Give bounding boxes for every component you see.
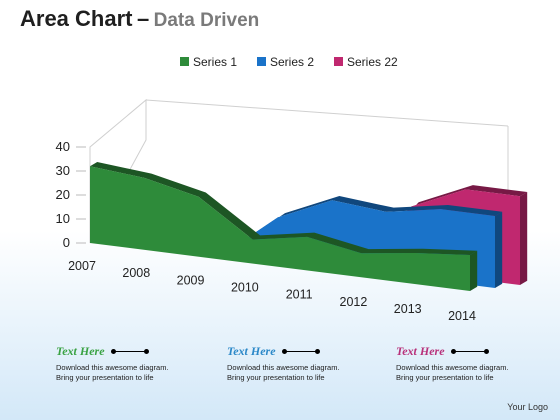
card-line-1: Download this awesome diagram.: [227, 363, 340, 372]
y-tick-label: 10: [56, 211, 70, 226]
page-title: Area Chart – Data Driven: [20, 6, 259, 32]
x-tick-label: 2012: [340, 295, 368, 309]
title-subtitle: Data Driven: [153, 10, 260, 31]
title-main: Area Chart: [20, 6, 133, 31]
series-side-face: [470, 250, 478, 291]
back-wall-top: [145, 99, 509, 127]
series-side-face: [495, 211, 503, 288]
area-chart: Series 1 Series 2 Series 22 0 10 20 30 40 2007…: [56, 55, 528, 323]
x-tick-label: 2009: [177, 273, 205, 287]
title-dash: –: [136, 6, 150, 31]
logo-text: Your Logo: [507, 402, 548, 412]
legend-swatch: [257, 57, 266, 66]
y-tick-label: 30: [56, 163, 70, 178]
series-top-edge: [90, 162, 478, 255]
x-tick-label: 2008: [122, 266, 150, 280]
x-tick-label: 2013: [394, 302, 422, 316]
y-tick-label: 20: [56, 187, 70, 202]
text-card-2: Text Here Download this awesome diagram.…: [227, 344, 387, 383]
text-card-3: Text Here Download this awesome diagram.…: [396, 344, 556, 383]
x-tick-label: 2010: [231, 280, 259, 294]
legend-swatch: [334, 57, 343, 66]
series-top-edge: [357, 185, 528, 265]
chart-areas: [90, 162, 528, 291]
card-heading: Text Here: [227, 344, 276, 358]
x-tick-label: 2007: [68, 259, 96, 273]
dot-line-icon: [450, 349, 489, 354]
x-axis-ticks: 2007 2008 2009 2010 2011 2012 2013 2014: [68, 259, 476, 323]
y-tick-label: 0: [63, 235, 70, 250]
card-line-2: Bring your presentation to life: [56, 373, 154, 382]
series-area: [90, 166, 470, 291]
x-tick-label: 2011: [286, 288, 313, 302]
x-tick-label: 2014: [448, 309, 476, 323]
legend-label: Series 22: [347, 55, 398, 69]
y-axis-ticks: 0 10 20 30 40: [56, 139, 86, 250]
dot-line-icon: [281, 349, 320, 354]
card-heading: Text Here: [396, 344, 445, 358]
y-tick-label: 40: [56, 139, 70, 154]
card-line-2: Bring your presentation to life: [396, 373, 494, 382]
legend-label: Series 2: [270, 55, 314, 69]
card-heading: Text Here: [56, 344, 105, 358]
text-card-1: Text Here Download this awesome diagram.…: [56, 344, 216, 383]
card-line-2: Bring your presentation to life: [227, 373, 325, 382]
chart-legend: Series 1 Series 2 Series 22: [180, 55, 398, 69]
legend-swatch: [180, 57, 189, 66]
card-line-1: Download this awesome diagram.: [56, 363, 169, 372]
dot-line-icon: [110, 349, 149, 354]
series-side-face: [520, 192, 528, 285]
legend-label: Series 1: [193, 55, 237, 69]
card-line-1: Download this awesome diagram.: [396, 363, 509, 372]
